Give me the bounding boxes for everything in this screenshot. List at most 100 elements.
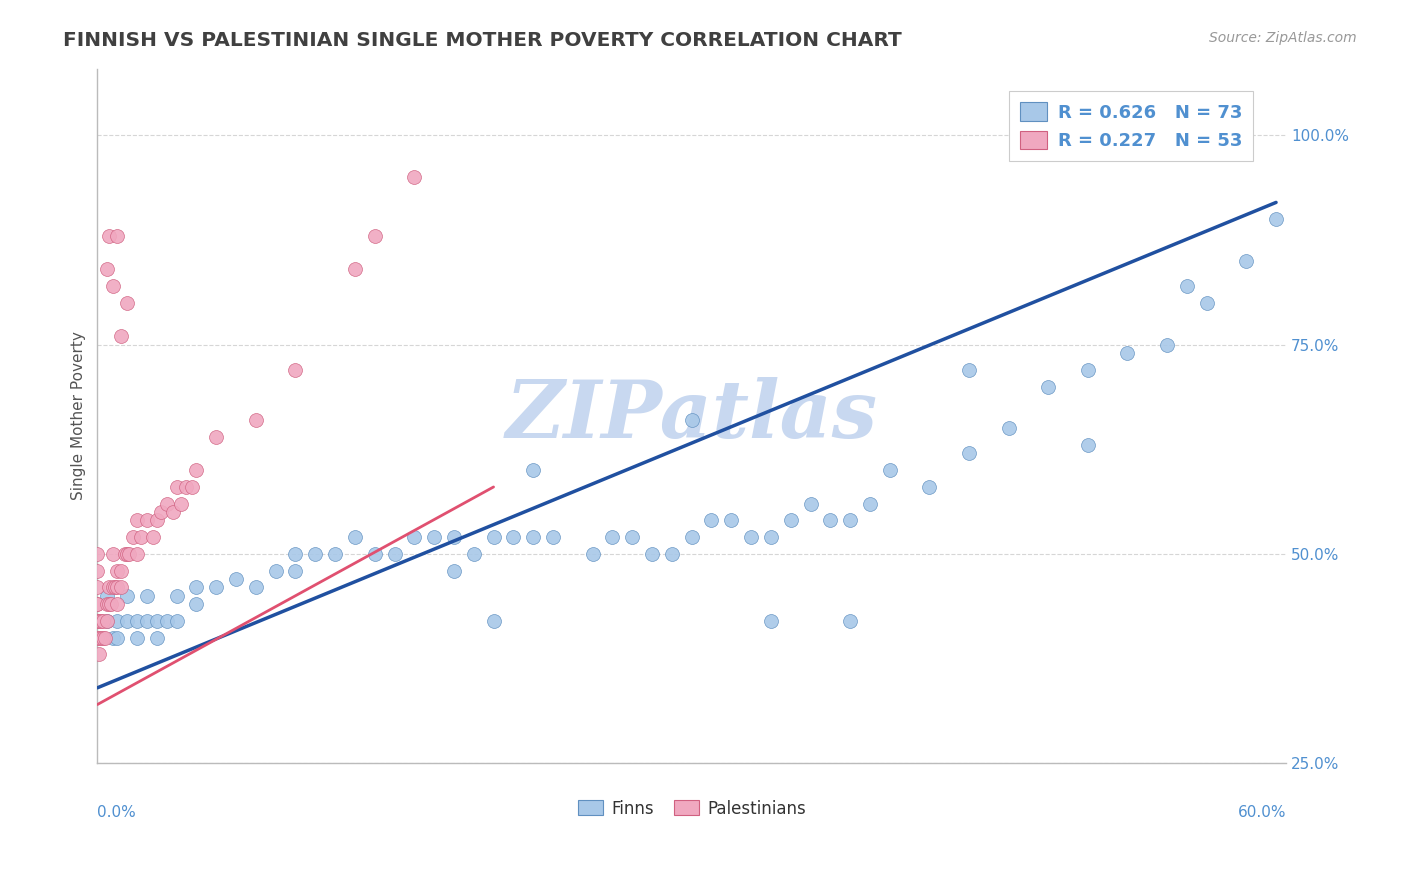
Point (89, 648, 111, 662)
Point (86, 581, 108, 595)
Point (343, 262, 366, 277)
Point (166, 614, 188, 628)
Point (103, 581, 125, 595)
Point (110, 564, 132, 578)
Point (284, 564, 307, 578)
Point (323, 547, 346, 561)
Point (363, 228, 385, 243)
Point (135, 614, 157, 628)
Point (115, 296, 138, 310)
Point (284, 363, 307, 377)
Point (104, 581, 127, 595)
Point (186, 597, 208, 611)
Point (541, 530, 564, 544)
Point (125, 614, 148, 628)
Point (162, 505, 184, 519)
Text: 60.0%: 60.0% (1237, 805, 1286, 820)
Point (700, 513, 723, 527)
Point (90, 614, 112, 628)
Point (91, 614, 114, 628)
Point (146, 614, 169, 628)
Point (96, 614, 118, 628)
Point (205, 430, 228, 444)
Point (86, 614, 108, 628)
Point (125, 631, 148, 645)
Point (96, 597, 118, 611)
Text: ZIPatlas: ZIPatlas (506, 377, 877, 455)
Point (859, 497, 882, 511)
Point (502, 530, 524, 544)
Point (146, 631, 169, 645)
Point (957, 363, 980, 377)
Point (820, 513, 842, 527)
Point (284, 547, 307, 561)
Point (103, 279, 125, 293)
Point (957, 446, 980, 460)
Point (681, 530, 703, 544)
Point (129, 530, 152, 544)
Point (103, 631, 125, 645)
Point (98, 581, 121, 595)
Point (264, 564, 287, 578)
Point (105, 564, 128, 578)
Point (423, 530, 446, 544)
Point (142, 530, 165, 544)
Point (115, 547, 138, 561)
Text: 0.0%: 0.0% (97, 805, 136, 820)
Point (146, 513, 169, 527)
Point (661, 547, 683, 561)
Point (96, 614, 118, 628)
Point (91, 631, 114, 645)
Point (105, 581, 128, 595)
Point (681, 413, 703, 427)
Point (115, 614, 138, 628)
Point (443, 530, 465, 544)
Point (100, 597, 122, 611)
Point (1116, 346, 1139, 360)
Point (997, 421, 1019, 435)
Y-axis label: Single Mother Poverty: Single Mother Poverty (72, 332, 86, 500)
Point (759, 614, 782, 628)
Point (1156, 337, 1178, 351)
Point (720, 513, 742, 527)
Point (90, 631, 112, 645)
Point (186, 581, 208, 595)
Point (482, 530, 505, 544)
Point (1077, 438, 1099, 452)
Point (799, 497, 821, 511)
Point (522, 463, 544, 477)
Point (86, 547, 108, 561)
Point (1215, 128, 1237, 143)
Point (114, 547, 136, 561)
Point (1265, 212, 1288, 227)
Point (1195, 296, 1218, 310)
Point (363, 547, 385, 561)
Point (110, 581, 132, 595)
Point (105, 228, 128, 243)
Point (89, 631, 111, 645)
Point (96, 589, 118, 603)
Point (245, 413, 267, 427)
Point (94, 631, 117, 645)
Point (86, 564, 108, 578)
Point (89, 614, 111, 628)
Point (384, 547, 406, 561)
Point (759, 530, 782, 544)
Point (404, 530, 426, 544)
Point (304, 547, 326, 561)
Point (879, 463, 901, 477)
Point (125, 547, 148, 561)
Legend: Finns, Palestinians: Finns, Palestinians (571, 793, 813, 824)
Point (149, 505, 172, 519)
Point (166, 589, 188, 603)
Point (169, 497, 191, 511)
Text: Source: ZipAtlas.com: Source: ZipAtlas.com (1209, 31, 1357, 45)
Point (105, 597, 128, 611)
Point (86, 597, 108, 611)
Point (86, 614, 108, 628)
Point (621, 530, 644, 544)
Point (1234, 254, 1257, 268)
Point (918, 480, 941, 494)
Text: FINNISH VS PALESTINIAN SINGLE MOTHER POVERTY CORRELATION CHART: FINNISH VS PALESTINIAN SINGLE MOTHER POV… (63, 31, 903, 50)
Point (181, 480, 204, 494)
